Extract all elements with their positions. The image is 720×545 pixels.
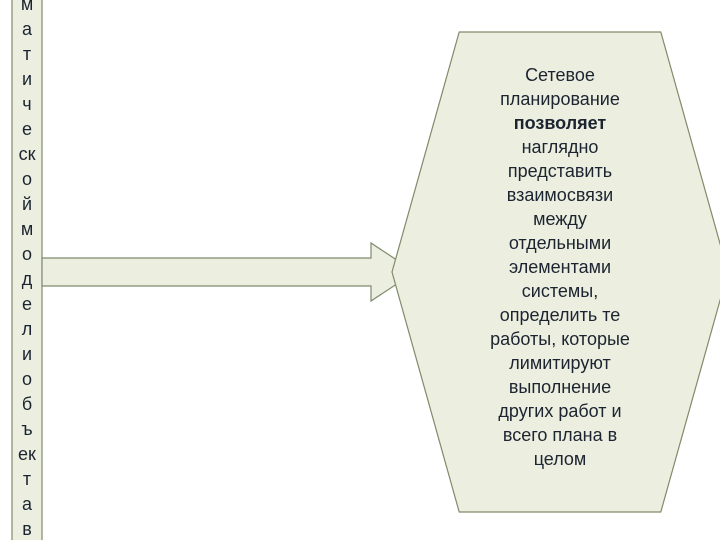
diagram-stage: матическоймоделиобъектав Сетевоепланиров… (0, 0, 720, 540)
hexagon-text: Сетевоепланированиепозволяетнагляднопред… (436, 63, 684, 471)
left-box-text: матическоймоделиобъектав (12, 0, 42, 542)
